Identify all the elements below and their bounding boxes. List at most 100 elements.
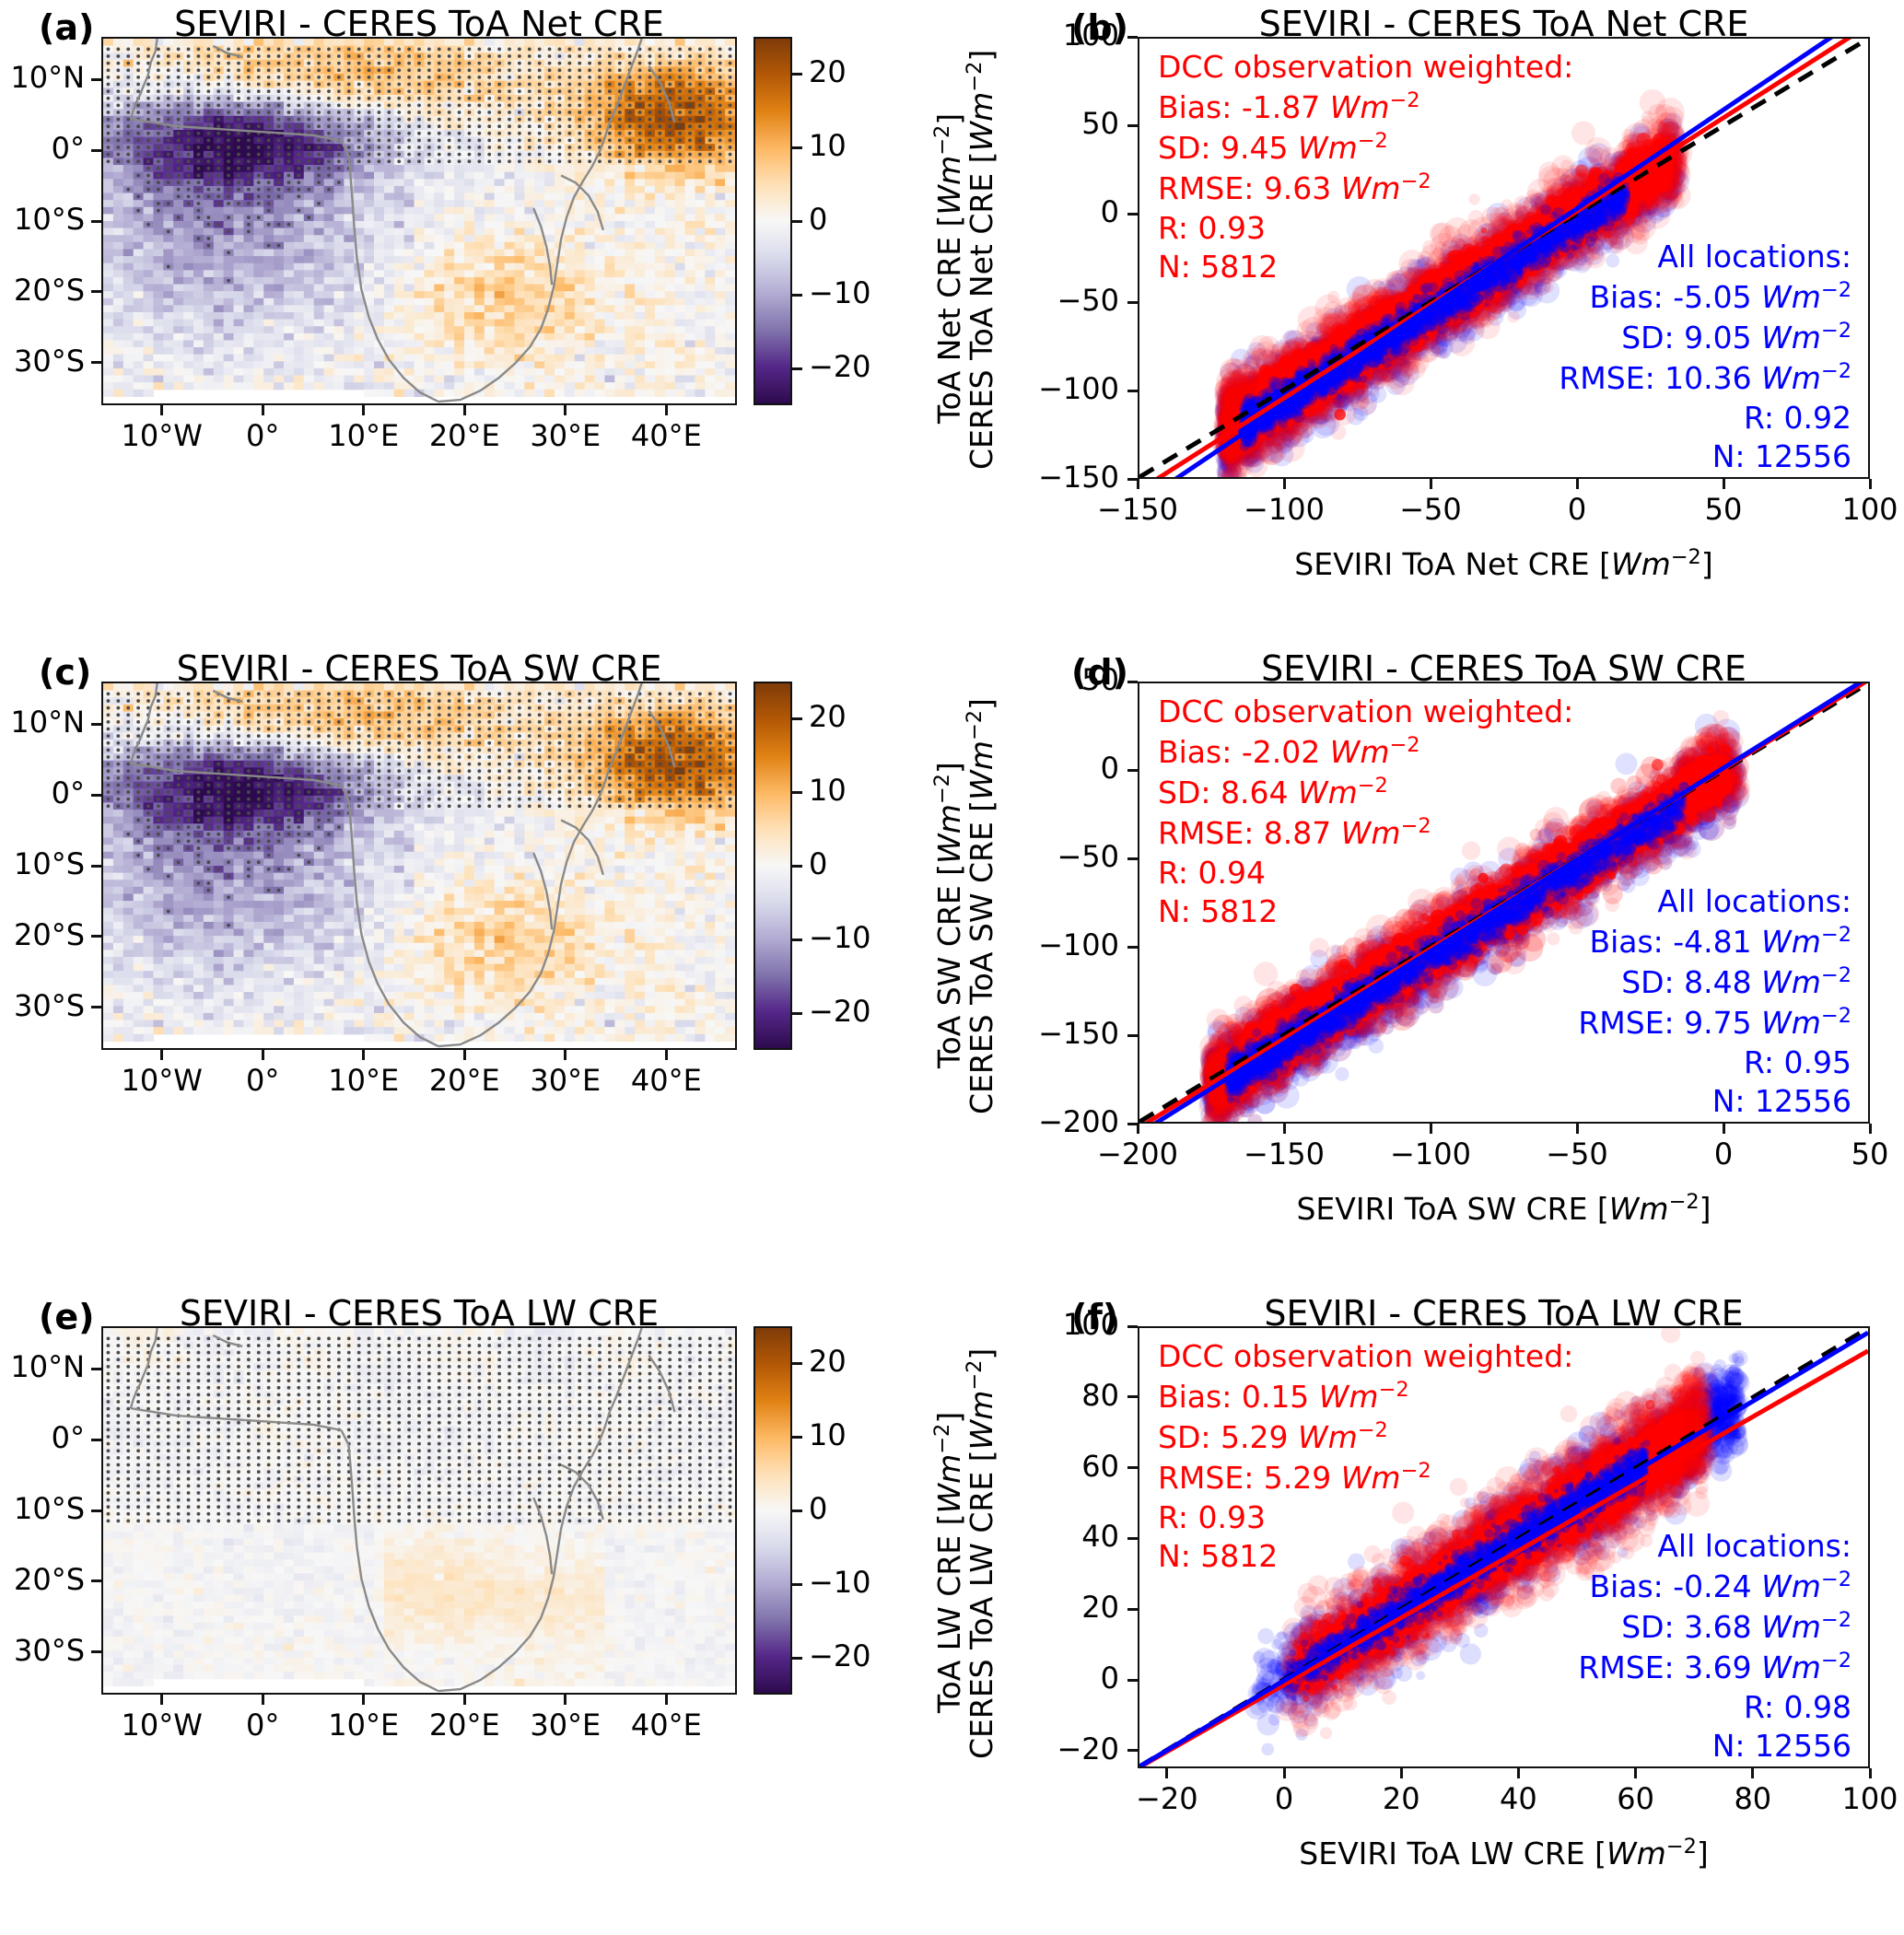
scatter-xtick-3: 40 (1440, 1781, 1596, 1816)
map-xtick-0: 10°W (88, 1063, 236, 1098)
panel-letter-e: (e) (39, 1297, 95, 1337)
map-xtickmark-5 (664, 1050, 668, 1060)
map-xtickmark-1 (261, 405, 264, 415)
scatter-xlabel: SEVIRI ToA Net CRE [Wm−2] (1138, 545, 1870, 582)
stats-all-n: N: 12556 (1465, 437, 1851, 477)
map-xtickmark-1 (261, 1695, 264, 1705)
colorbar-tickmark-0 (792, 72, 802, 76)
map-xtickmark-2 (362, 405, 366, 415)
stats-all: All locations: Bias: -0.24 Wm−2 SD: 3.68 W… (1465, 1527, 1851, 1766)
stats-all: All locations: Bias: -5.05 Wm−2 SD: 9.05 W… (1465, 238, 1851, 477)
scatter-plot-area (1138, 37, 1870, 479)
map-xtick-5: 40°E (592, 1708, 740, 1743)
stats-dcc-bias: Bias: 0.15 Wm−2 (1158, 1377, 1573, 1417)
panel-letter-d: (d) (1071, 652, 1128, 693)
scatter-ytick-5: −200 (990, 1104, 1119, 1139)
scatter-ytick-5: −150 (990, 460, 1119, 495)
scatter-plot-area (1138, 1326, 1870, 1768)
map-ytick-1: 0° (0, 775, 85, 810)
stats-all-sd: SD: 3.68 Wm−2 (1465, 1607, 1851, 1648)
map-xtickmark-3 (462, 1695, 466, 1705)
scatter-ytickmark-4 (1127, 389, 1138, 392)
stats-dcc-r: R: 0.93 (1158, 1498, 1573, 1538)
colorbar-label: ToA Net CRE [Wm−2] (930, 113, 967, 424)
map-xtick-1: 0° (189, 1708, 336, 1743)
map-xtickmark-5 (664, 405, 668, 415)
scatter-xtickmark-1 (1282, 479, 1286, 489)
colorbar-tickmark-1 (792, 790, 802, 794)
colorbar-tick-4: −20 (809, 349, 871, 384)
map-xtick-4: 30°E (492, 1708, 639, 1743)
map-xtick-2: 10°E (290, 1708, 438, 1743)
scatter-ytickmark-1 (1127, 1395, 1138, 1399)
map-xtick-3: 20°E (391, 1708, 538, 1743)
stats-all-sd: SD: 8.48 Wm−2 (1465, 962, 1851, 1003)
stats-all-sd: SD: 9.05 Wm−2 (1465, 318, 1851, 358)
scatter-ytick-3: −100 (990, 927, 1119, 962)
map-xtick-3: 20°E (391, 1063, 538, 1098)
scatter-ytick-2: 60 (990, 1449, 1119, 1484)
scatter-xtickmark-2 (1429, 1124, 1432, 1134)
scatter-ytickmark-3 (1127, 945, 1138, 949)
colorbar-tickmark-1 (792, 146, 802, 149)
scatter-ylabel: CERES ToA SW CRE [Wm−2] (963, 698, 999, 1114)
scatter-xtick-5: 50 (1792, 1137, 1904, 1171)
scatter-ytickmark-2 (1127, 212, 1138, 216)
colorbar-tick-3: −10 (809, 275, 871, 310)
scatter-ytickmark-6 (1127, 1749, 1138, 1753)
colorbar-tick-0: 20 (809, 54, 847, 89)
map-ytick-2: 10°S (0, 846, 85, 881)
colorbar-tickmark-2 (792, 219, 802, 223)
scatter-xtickmark-2 (1429, 479, 1432, 489)
stats-dcc-sd: SD: 9.45 Wm−2 (1158, 128, 1573, 169)
stats-all: All locations: Bias: -4.81 Wm−2 SD: 8.48 W… (1465, 882, 1851, 1122)
stats-all-rmse: RMSE: 10.36 Wm−2 (1465, 358, 1851, 399)
scatter-xtick-5: 100 (1792, 492, 1904, 527)
stats-all-r: R: 0.92 (1465, 399, 1851, 438)
stats-dcc-r: R: 0.94 (1158, 854, 1573, 893)
colorbar-tick-2: 0 (809, 202, 827, 237)
scatter-xlabel: SEVIRI ToA LW CRE [Wm−2] (1138, 1835, 1870, 1871)
stats-dcc-sd: SD: 5.29 Wm−2 (1158, 1417, 1573, 1458)
scatter-xtickmark-4 (1722, 479, 1725, 489)
stats-all-rmse: RMSE: 3.69 Wm−2 (1465, 1648, 1851, 1688)
map-xtick-2: 10°E (290, 418, 438, 453)
colorbar (753, 682, 792, 1050)
map-ytick-3: 20°S (0, 917, 85, 952)
panel-letter-c: (c) (39, 652, 91, 693)
scatter-ytick-4: −150 (990, 1016, 1119, 1051)
map-ytick-0: 10°N (0, 705, 85, 740)
colorbar-tickmark-4 (792, 1656, 802, 1660)
scatter-xtick-0: −150 (1059, 492, 1216, 527)
colorbar-tickmark-3 (792, 293, 802, 297)
map-plot-area (101, 37, 737, 405)
map-xtickmark-4 (564, 1695, 567, 1705)
scatter-ytick-4: 20 (990, 1590, 1119, 1625)
map-plot-area (101, 1326, 737, 1695)
map-ytickmark-2 (91, 1509, 101, 1512)
scatter-xlabel: SEVIRI ToA SW CRE [Wm−2] (1138, 1190, 1870, 1227)
map-ytickmark-4 (91, 361, 101, 365)
scatter-xtickmark-0 (1136, 479, 1139, 489)
colorbar-tickmark-2 (792, 864, 802, 868)
scatter-ytick-2: 0 (990, 194, 1119, 229)
scatter-xtickmark-3 (1516, 1768, 1520, 1778)
map-ytickmark-1 (91, 1438, 101, 1441)
map-ytick-4: 30°S (0, 344, 85, 379)
scatter-xtick-5: 80 (1675, 1781, 1831, 1816)
map-xtick-4: 30°E (492, 418, 639, 453)
stats-dcc-sd: SD: 8.64 Wm−2 (1158, 773, 1573, 813)
scatter-ytickmark-1 (1127, 123, 1138, 127)
stats-all-header: All locations: (1465, 1527, 1851, 1567)
colorbar-tickmark-1 (792, 1435, 802, 1439)
colorbar-tick-3: −10 (809, 1565, 871, 1600)
stats-dcc-header: DCC observation weighted: (1158, 693, 1573, 732)
map-ytick-3: 20°S (0, 1562, 85, 1597)
stats-all-bias: Bias: -5.05 Wm−2 (1465, 277, 1851, 318)
scatter-ytickmark-5 (1127, 1122, 1138, 1125)
map-ytickmark-2 (91, 864, 101, 868)
stats-dcc-rmse: RMSE: 5.29 Wm−2 (1158, 1458, 1573, 1498)
scatter-ytick-3: −50 (990, 283, 1119, 318)
colorbar-tick-2: 0 (809, 1491, 827, 1526)
map-raster (103, 39, 735, 403)
